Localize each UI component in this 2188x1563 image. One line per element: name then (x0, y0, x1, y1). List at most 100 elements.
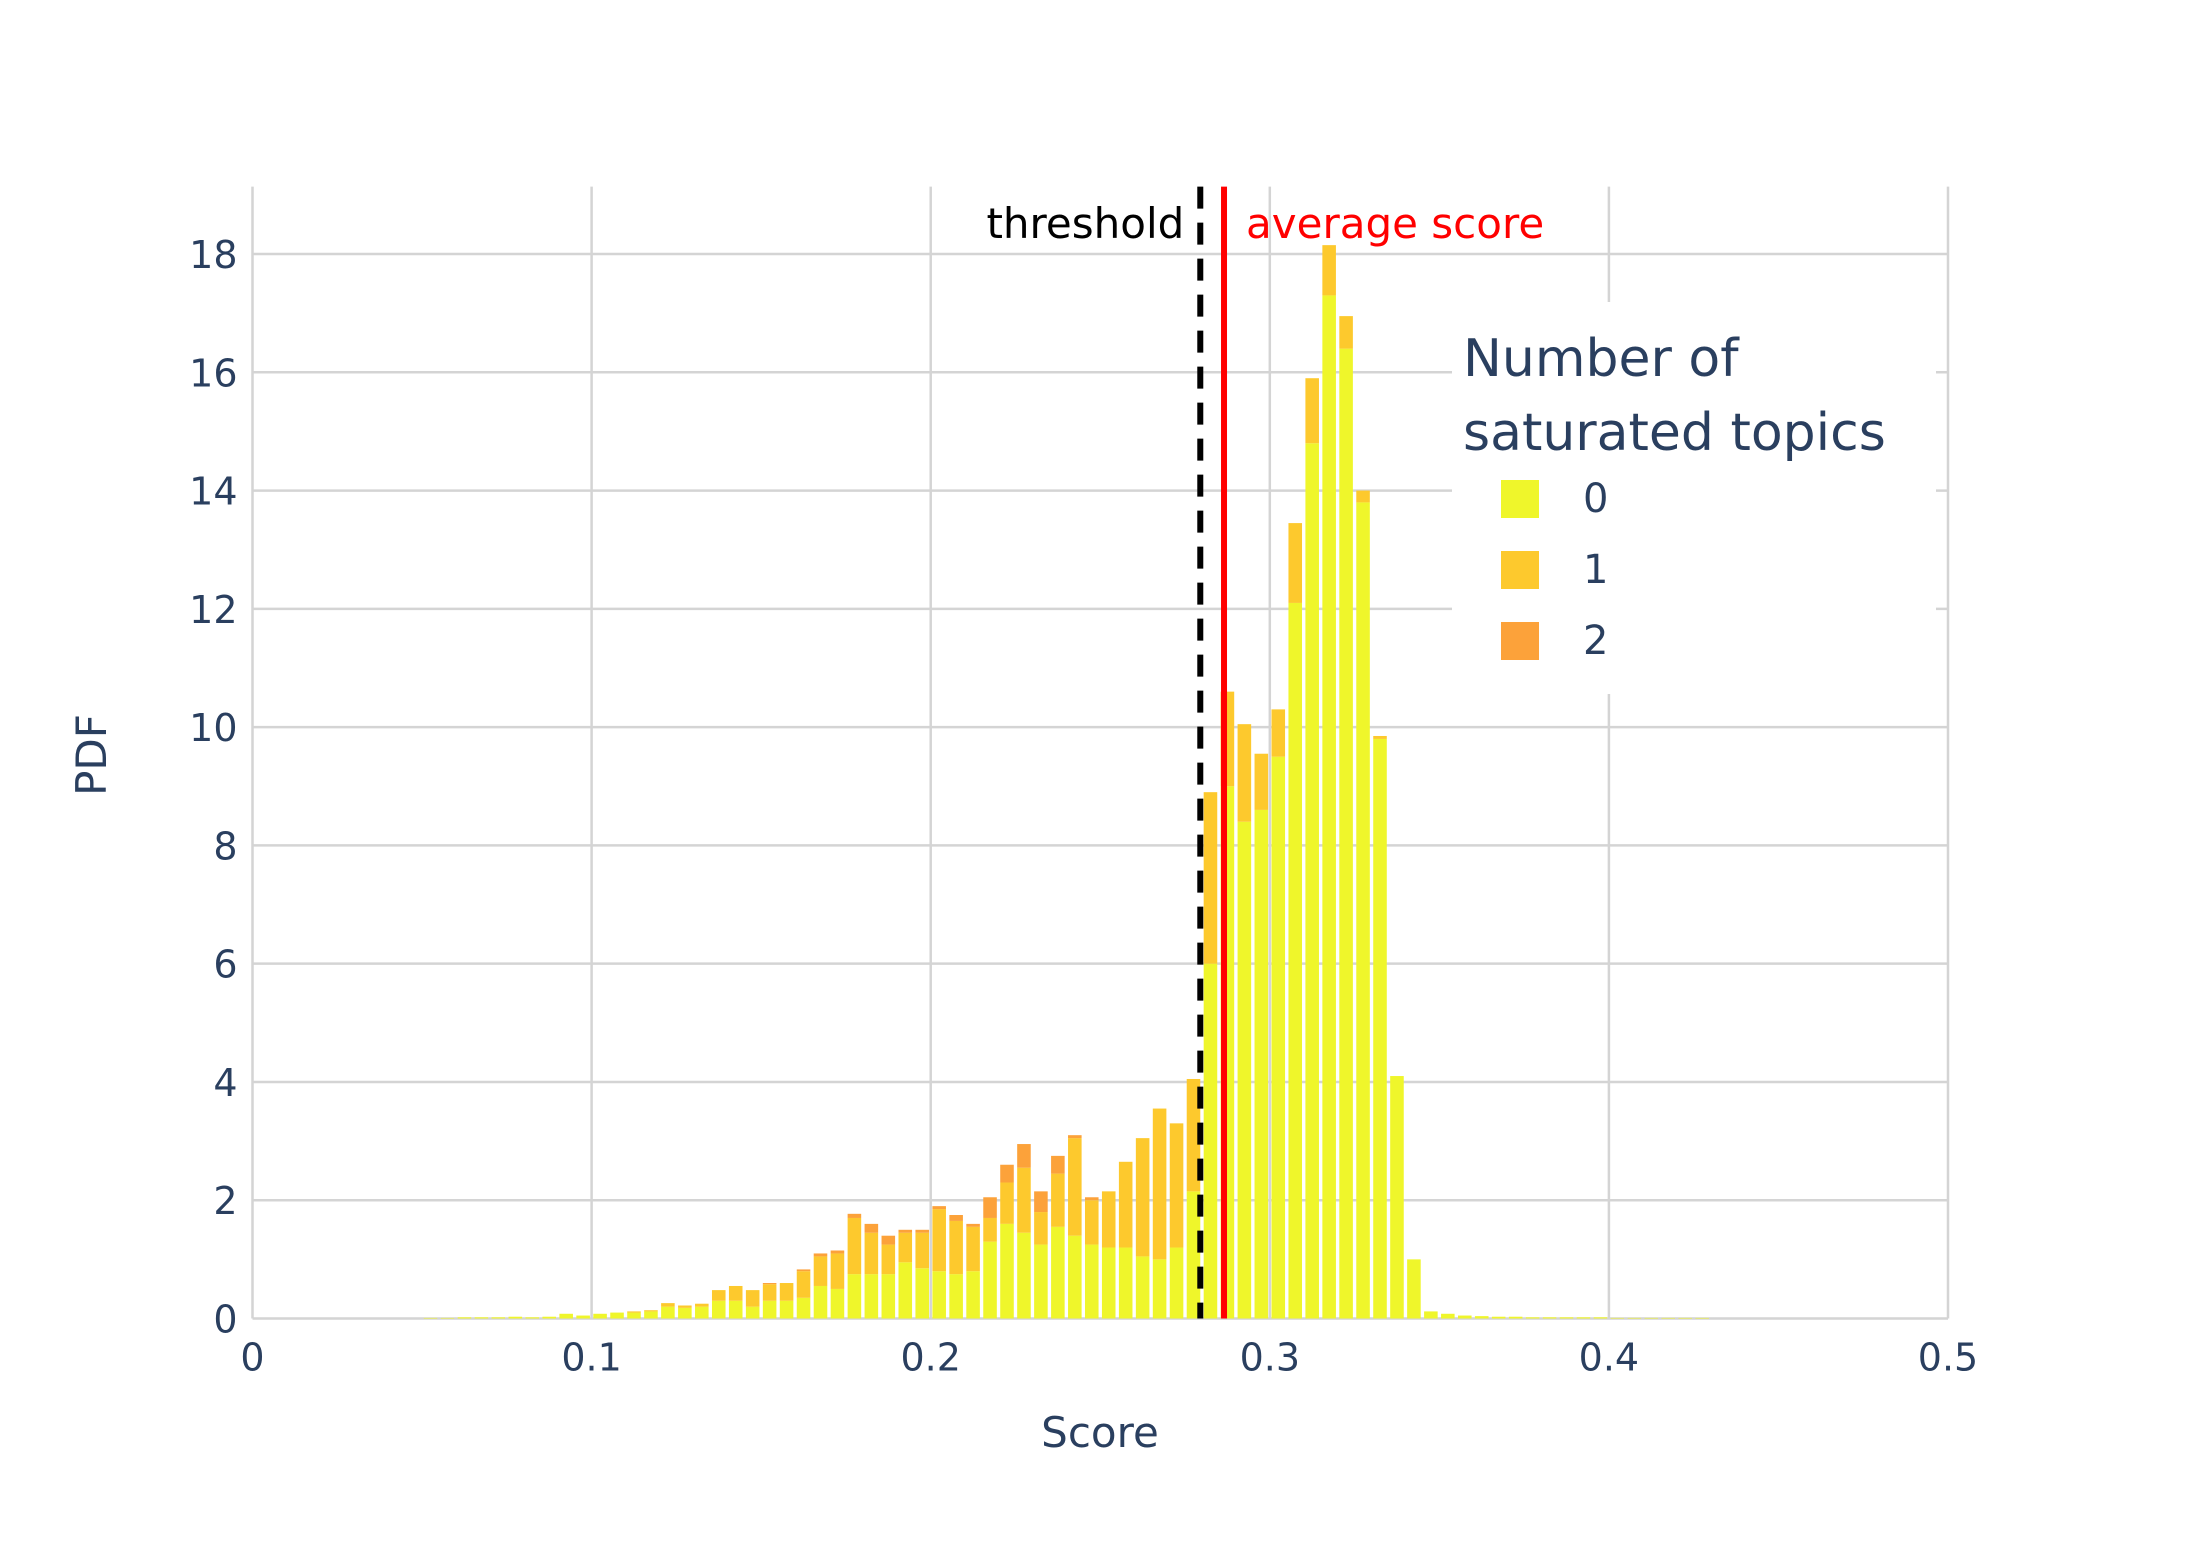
histogram-bar (1068, 1235, 1082, 1319)
histogram-bar (932, 1209, 946, 1272)
histogram-bar (898, 1262, 913, 1319)
histogram-bar (1000, 1182, 1014, 1224)
histogram-bar (711, 1290, 726, 1301)
histogram-bar (762, 1284, 777, 1301)
histogram-bar (1169, 1123, 1184, 1248)
histogram-bar (610, 1312, 624, 1319)
histogram-bar (457, 1317, 472, 1319)
histogram-bar (1559, 1317, 1574, 1319)
histogram-bar (1407, 1259, 1421, 1319)
histogram-bar (1186, 1191, 1201, 1319)
bars (423, 245, 1709, 1319)
histogram-bar (1152, 1259, 1167, 1319)
x-axis-title: Score (1041, 1408, 1159, 1457)
histogram-bar (1593, 1317, 1608, 1319)
histogram-bar (847, 1274, 862, 1319)
legend-title: Number of saturated topics (1463, 329, 1886, 463)
histogram-bar (830, 1253, 845, 1289)
legend: Number of saturated topics 0 1 2 (1452, 302, 1936, 694)
histogram-bar (1695, 1317, 1709, 1319)
histogram-bar (745, 1306, 760, 1319)
histogram-bar (1237, 724, 1252, 822)
histogram-bar (1474, 1316, 1489, 1319)
histogram-bar (1356, 490, 1370, 503)
histogram-bar (711, 1300, 726, 1319)
histogram-bar (1017, 1232, 1031, 1319)
annotation: threshold (986, 199, 1184, 248)
histogram-bar (779, 1300, 794, 1319)
histogram-bar (949, 1274, 963, 1319)
histogram-bar (1051, 1226, 1065, 1319)
histogram-bar (1068, 1138, 1082, 1236)
histogram-bar (678, 1305, 692, 1308)
histogram-bar (1627, 1317, 1642, 1319)
histogram-bar (966, 1223, 980, 1227)
legend-label: 1 (1583, 547, 1609, 593)
histogram-bar (1271, 709, 1286, 757)
histogram-bar (1339, 348, 1353, 1319)
histogram-bar (915, 1229, 930, 1233)
histogram-bar (949, 1215, 963, 1221)
histogram-bar (1271, 756, 1286, 1319)
legend-swatch (1501, 622, 1539, 660)
histogram-bar (1017, 1144, 1031, 1168)
histogram-bar (644, 1311, 658, 1319)
histogram-bar (847, 1217, 862, 1275)
histogram-bar (1237, 821, 1252, 1319)
histogram-bar (881, 1244, 896, 1275)
y-tick-label: 14 (189, 470, 237, 514)
histogram-bar (762, 1300, 777, 1319)
legend-label: 2 (1583, 618, 1609, 664)
histogram-bar (1254, 753, 1269, 810)
histogram-bar (1322, 245, 1336, 296)
histogram-bar (1458, 1315, 1472, 1319)
y-tick-label: 0 (213, 1298, 237, 1342)
histogram-bar (1051, 1173, 1065, 1227)
histogram-bar (1203, 792, 1218, 964)
histogram-bar (593, 1313, 607, 1319)
histogram-bar (678, 1307, 692, 1319)
y-tick-label: 16 (189, 351, 237, 395)
histogram-bar (1068, 1135, 1082, 1139)
histogram-bar (1373, 738, 1387, 1319)
histogram-bar (1101, 1191, 1116, 1248)
histogram-bar (1525, 1317, 1540, 1319)
histogram-bar (1288, 523, 1303, 603)
y-tick-label: 10 (189, 706, 237, 750)
histogram-bar (1542, 1317, 1557, 1319)
histogram-bar (898, 1232, 913, 1263)
histogram-bar (1424, 1311, 1438, 1319)
histogram-bar (762, 1283, 777, 1285)
legend-label: 0 (1583, 476, 1609, 522)
reference-lines (1197, 186, 1228, 1319)
histogram-bar (1390, 1076, 1404, 1319)
histogram-bar (932, 1206, 946, 1210)
histogram-bar (1084, 1197, 1099, 1201)
histogram-bar (813, 1256, 828, 1286)
grid (251, 186, 1950, 1320)
histogram-bar (695, 1306, 709, 1319)
histogram-bar (915, 1268, 930, 1319)
histogram-bar (745, 1290, 760, 1307)
x-tick-label: 0.1 (561, 1336, 621, 1380)
histogram-bar (847, 1213, 862, 1218)
x-tick-label: 0.5 (1918, 1336, 1978, 1380)
histogram-bar (728, 1300, 743, 1319)
histogram-bar (525, 1317, 540, 1319)
histogram-bar (1322, 295, 1336, 1319)
histogram-bar (983, 1197, 997, 1218)
histogram-bar (627, 1312, 641, 1319)
histogram-bar (1508, 1316, 1523, 1319)
histogram-bar (1118, 1247, 1133, 1319)
histogram-bar (1186, 1078, 1201, 1192)
histogram-bar (796, 1269, 811, 1272)
histogram-bar (881, 1235, 896, 1245)
histogram-bar (983, 1241, 997, 1319)
histogram-bar (1135, 1138, 1150, 1257)
histogram-bar (1034, 1191, 1048, 1213)
histogram-bar (1000, 1223, 1014, 1319)
histogram-bar (1135, 1256, 1150, 1319)
y-axis-title: PDF (67, 714, 116, 796)
histogram-bar (796, 1297, 811, 1319)
